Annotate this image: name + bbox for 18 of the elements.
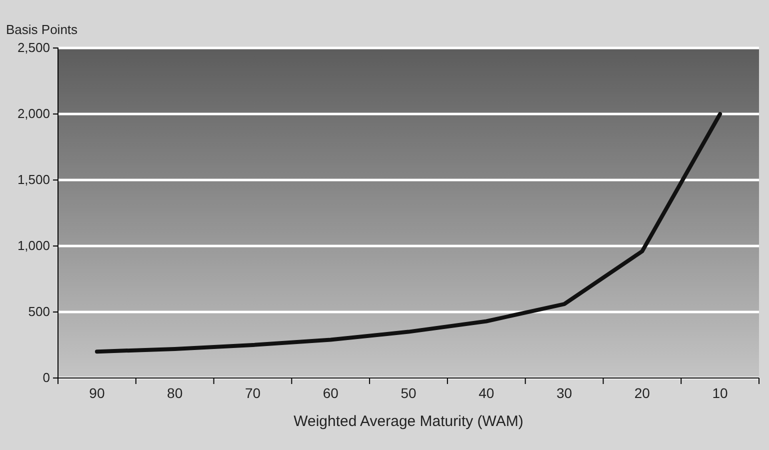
- x-tick-label: 80: [167, 384, 183, 401]
- y-tick-label: 500: [28, 304, 50, 320]
- x-tick-label: 60: [322, 384, 339, 401]
- x-tick-label: 40: [478, 384, 494, 401]
- x-tick-label: 50: [400, 384, 416, 401]
- x-tick-label: 90: [89, 384, 105, 401]
- x-axis-title: Weighted Average Maturity (WAM): [294, 413, 524, 430]
- x-tick-label: 20: [634, 384, 650, 401]
- line-series: [94, 112, 722, 354]
- y-tick-label: 2,500: [17, 40, 50, 56]
- y-tick-label: 2,000: [17, 106, 50, 122]
- y-tick-label: 1,000: [17, 238, 50, 254]
- x-tick-label: 70: [244, 384, 261, 401]
- y-axis-title: Basis Points: [6, 22, 78, 37]
- x-tick-label: 10: [712, 384, 728, 401]
- x-tick-label: 30: [556, 384, 572, 401]
- y-tick-label: 1,500: [17, 172, 50, 188]
- y-tick-label: 0: [42, 370, 50, 386]
